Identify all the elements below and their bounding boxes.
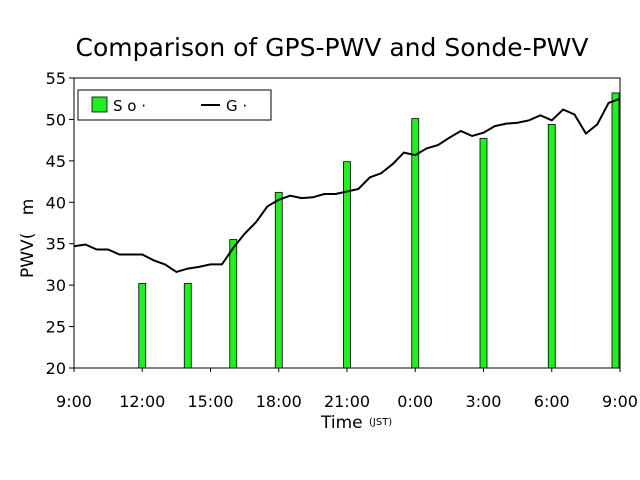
plot-area	[73, 77, 621, 369]
gps-line	[73, 97, 621, 273]
sonde-bar	[229, 239, 238, 369]
x-tick-label: 6:00	[534, 392, 570, 411]
y-tick-label: 50	[46, 110, 66, 129]
sonde-bar	[547, 124, 556, 369]
x-tick-label: 21:00	[324, 392, 370, 411]
y-axis-label-tail: m	[18, 199, 38, 216]
x-axis-label: Time	[320, 413, 363, 433]
y-tick-label: 45	[46, 152, 66, 171]
x-axis: 9:00 12:00 15:00 18:00 21:00 0:00 3:00 6:00 9:00	[56, 368, 638, 411]
svg-text:PWV( m: PWV( m	[18, 199, 38, 278]
x-tick-label: 12:00	[119, 392, 165, 411]
legend: S o · G ·	[77, 89, 272, 121]
y-axis-label-text: PWV(	[18, 233, 38, 278]
sonde-bar	[274, 191, 283, 369]
y-tick-label: 55	[46, 69, 66, 88]
x-tick-label: 15:00	[187, 392, 233, 411]
legend-sonde-label: S o ·	[113, 97, 146, 115]
y-tick-label: 35	[46, 235, 66, 254]
x-tick-label: 3:00	[466, 392, 502, 411]
y-tick-label: 30	[46, 276, 66, 295]
sonde-bar	[183, 283, 192, 369]
legend-sonde-swatch	[91, 96, 108, 113]
sonde-bar	[138, 283, 147, 369]
y-axis-label: PWV( m	[18, 199, 38, 278]
y-axis: 20 25 30 35 40 45 50 55	[46, 69, 74, 378]
legend-box	[77, 89, 272, 121]
sonde-bar	[611, 92, 620, 369]
sonde-bar	[479, 138, 488, 369]
y-tick-label: 20	[46, 359, 66, 378]
x-axis-unit: (JST)	[369, 417, 392, 428]
chart-title: Comparison of GPS-PWV and Sonde-PWV	[75, 33, 588, 62]
y-tick-label: 40	[46, 193, 66, 212]
y-tick-label: 25	[46, 318, 66, 337]
x-tick-label: 18:00	[256, 392, 302, 411]
x-tick-label: 9:00	[56, 392, 92, 411]
x-tick-label: 9:00	[602, 392, 638, 411]
x-tick-label: 0:00	[397, 392, 433, 411]
legend-gps-label: G ·	[226, 97, 247, 115]
